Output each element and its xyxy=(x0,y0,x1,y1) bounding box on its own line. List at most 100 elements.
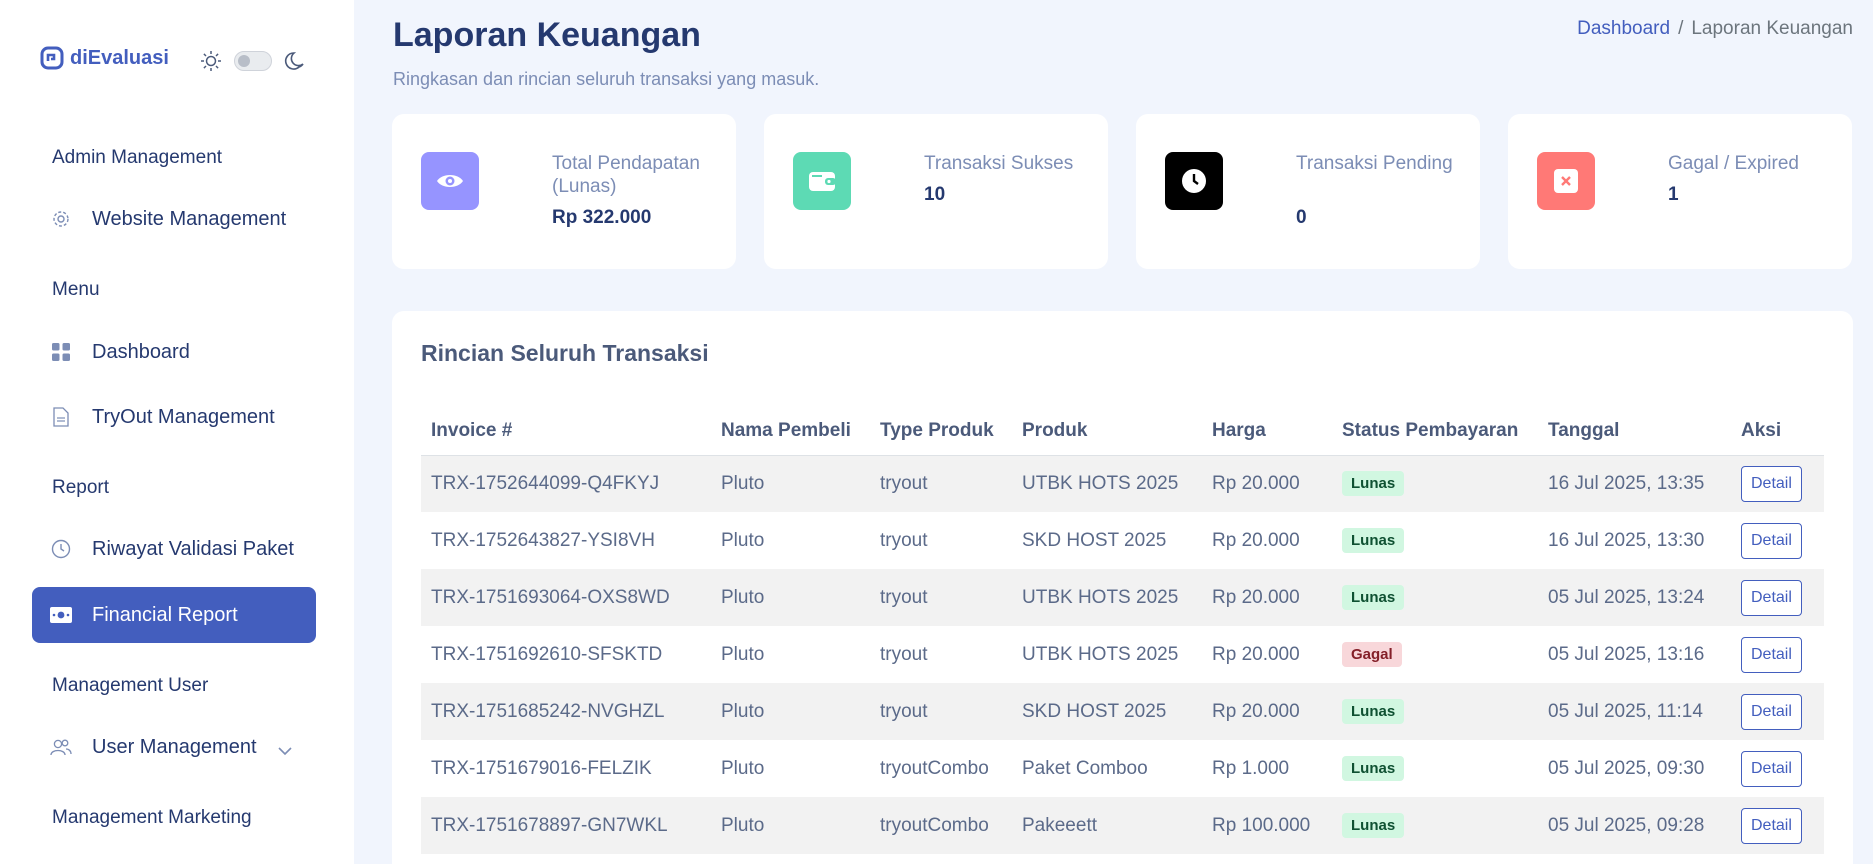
table-row: TRX-1752643827-YSI8VH Pluto tryout SKD HOST… xyxy=(421,512,1824,569)
buyer-cell: Pluto xyxy=(711,797,870,854)
clock-icon xyxy=(1165,152,1223,210)
status-cell: Lunas xyxy=(1332,683,1538,740)
type-cell: tryout xyxy=(880,529,928,551)
stat-value: 1 xyxy=(1668,184,1679,205)
wallet-icon xyxy=(793,152,851,210)
brand-name: diEvaluasi xyxy=(70,46,169,69)
column-header[interactable]: Invoice # xyxy=(421,407,711,456)
table-row: TRX-1751678897-GN7WKL Pluto tryoutCombo Pak… xyxy=(421,797,1824,854)
action-cell: Detail xyxy=(1731,569,1824,626)
product-cell: SKD HOST 2025 xyxy=(1012,683,1202,740)
price-cell: Rp 20.000 xyxy=(1212,529,1300,551)
column-header[interactable]: Harga xyxy=(1202,407,1332,456)
table-title: Rincian Seluruh Transaksi xyxy=(421,340,709,366)
stat-value: 10 xyxy=(924,184,946,205)
date-cell: 05 Jul 2025, 11:14 xyxy=(1538,683,1731,740)
status-badge: Lunas xyxy=(1342,699,1405,724)
action-cell: Detail xyxy=(1731,683,1824,740)
status-badge: Lunas xyxy=(1342,528,1405,553)
eye-icon xyxy=(421,152,479,210)
sidebar-item-website-management[interactable]: Website Management xyxy=(32,191,316,247)
table-row: TRX-1751679016-FELZIK Pluto tryoutCombo Pak… xyxy=(421,740,1824,797)
action-cell: Detail xyxy=(1731,797,1824,854)
invoice-cell: TRX-1751679016-FELZIK xyxy=(431,757,652,779)
column-header[interactable]: Tanggal xyxy=(1538,407,1731,456)
column-header[interactable]: Type Produk xyxy=(870,407,1012,456)
table-header-row: Invoice # Nama Pembeli Type Produk Produ… xyxy=(421,407,1824,456)
date-cell: 05 Jul 2025, 13:16 xyxy=(1548,643,1705,665)
cash-icon xyxy=(50,604,72,626)
buyer-cell: Pluto xyxy=(721,643,765,665)
price-cell: Rp 100.000 xyxy=(1202,797,1332,854)
invoice-cell: TRX-1751692610-SFSKTD xyxy=(431,643,663,665)
sidebar-item-dashboard[interactable]: Dashboard xyxy=(32,324,316,380)
column-header[interactable]: Nama Pembeli xyxy=(711,407,870,456)
grid-icon xyxy=(50,341,72,363)
sun-icon xyxy=(201,51,221,71)
status-badge: Lunas xyxy=(1342,756,1405,781)
invoice-cell: TRX-1752644099-Q4FKYJ xyxy=(421,455,711,512)
status-badge: Gagal xyxy=(1342,642,1402,667)
sidebar-item-riwayat-validasi-paket[interactable]: Riwayat Validasi Paket xyxy=(32,521,316,577)
nav-section-management-marketing: Management Marketing xyxy=(52,807,252,828)
sidebar: diEvaluasi Admin Management Website Mana… xyxy=(0,0,354,864)
detail-button[interactable]: Detail xyxy=(1741,750,1802,787)
document-icon xyxy=(50,406,72,428)
breadcrumb-separator: / xyxy=(1678,18,1684,39)
type-cell: tryout xyxy=(870,683,1012,740)
breadcrumb-current: Laporan Keuangan xyxy=(1691,18,1853,39)
status-cell: Lunas xyxy=(1332,740,1538,797)
type-cell: tryout xyxy=(870,455,1012,512)
page-title: Laporan Keuangan xyxy=(393,16,701,54)
detail-button[interactable]: Detail xyxy=(1741,693,1802,730)
type-cell: tryout xyxy=(870,569,1012,626)
page-subtitle: Ringkasan dan rincian seluruh transaksi … xyxy=(393,69,820,89)
sidebar-item-label: User Management xyxy=(92,735,257,758)
table-row: TRX-1751685242-NVGHZL Pluto tryout SKD HOST… xyxy=(421,683,1824,740)
nav-section-admin-management: Admin Management xyxy=(52,147,223,168)
sidebar-item-label: Financial Report xyxy=(92,603,238,626)
detail-button[interactable]: Detail xyxy=(1741,465,1802,502)
product-cell: UTBK HOTS 2025 xyxy=(1022,643,1179,665)
column-header: Aksi xyxy=(1731,407,1824,456)
table-row: TRX-1751692610-SFSKTD Pluto tryout UTBK HOT… xyxy=(421,626,1824,683)
nav-section-menu: Menu xyxy=(52,279,100,300)
price-cell: Rp 1.000 xyxy=(1212,757,1290,779)
sidebar-item-tryout-management[interactable]: TryOut Management xyxy=(32,389,316,445)
detail-button[interactable]: Detail xyxy=(1741,579,1802,616)
action-cell: Detail xyxy=(1731,740,1824,797)
invoice-cell: TRX-1751685242-NVGHZL xyxy=(421,683,711,740)
action-cell: Detail xyxy=(1731,626,1824,683)
action-cell: Detail xyxy=(1731,512,1824,569)
breadcrumb-dashboard-link[interactable]: Dashboard xyxy=(1577,18,1671,39)
users-icon xyxy=(50,736,72,758)
column-header[interactable]: Produk xyxy=(1012,407,1202,456)
type-cell: tryout xyxy=(880,643,928,665)
stat-label: Transaksi Sukses xyxy=(924,153,1074,174)
stat-card-transaksi-sukses: Transaksi Sukses 10 xyxy=(764,114,1108,269)
invoice-cell: TRX-1751678897-GN7WKL xyxy=(421,797,711,854)
chevron-down-icon[interactable] xyxy=(278,739,292,762)
product-cell: SKD HOST 2025 xyxy=(1022,529,1167,551)
product-cell: Pakeeett xyxy=(1012,797,1202,854)
detail-button[interactable]: Detail xyxy=(1741,522,1802,559)
detail-button[interactable]: Detail xyxy=(1741,636,1802,673)
stat-card-total-pendapatan: Total Pendapatan (Lunas) Rp 322.000 xyxy=(392,114,736,269)
sidebar-item-financial-report[interactable]: Financial Report xyxy=(32,587,316,643)
status-cell: Lunas xyxy=(1332,512,1538,569)
price-cell: Rp 20.000 xyxy=(1202,569,1332,626)
sidebar-item-label: Dashboard xyxy=(92,340,190,363)
sidebar-item-user-management[interactable]: User Management xyxy=(32,719,316,775)
nav-section-report: Report xyxy=(52,477,110,498)
status-cell: Lunas xyxy=(1332,797,1538,854)
x-icon xyxy=(1537,152,1595,210)
dark-mode-switch[interactable] xyxy=(234,51,272,71)
brand-logo[interactable]: diEvaluasi xyxy=(40,46,169,70)
column-header[interactable]: Status Pembayaran xyxy=(1332,407,1538,456)
moon-icon xyxy=(284,52,304,70)
clock-icon xyxy=(50,538,72,560)
sidebar-item-label: TryOut Management xyxy=(92,405,275,428)
date-cell: 16 Jul 2025, 13:35 xyxy=(1538,455,1731,512)
detail-button[interactable]: Detail xyxy=(1741,807,1802,844)
status-cell: Gagal xyxy=(1332,626,1538,683)
